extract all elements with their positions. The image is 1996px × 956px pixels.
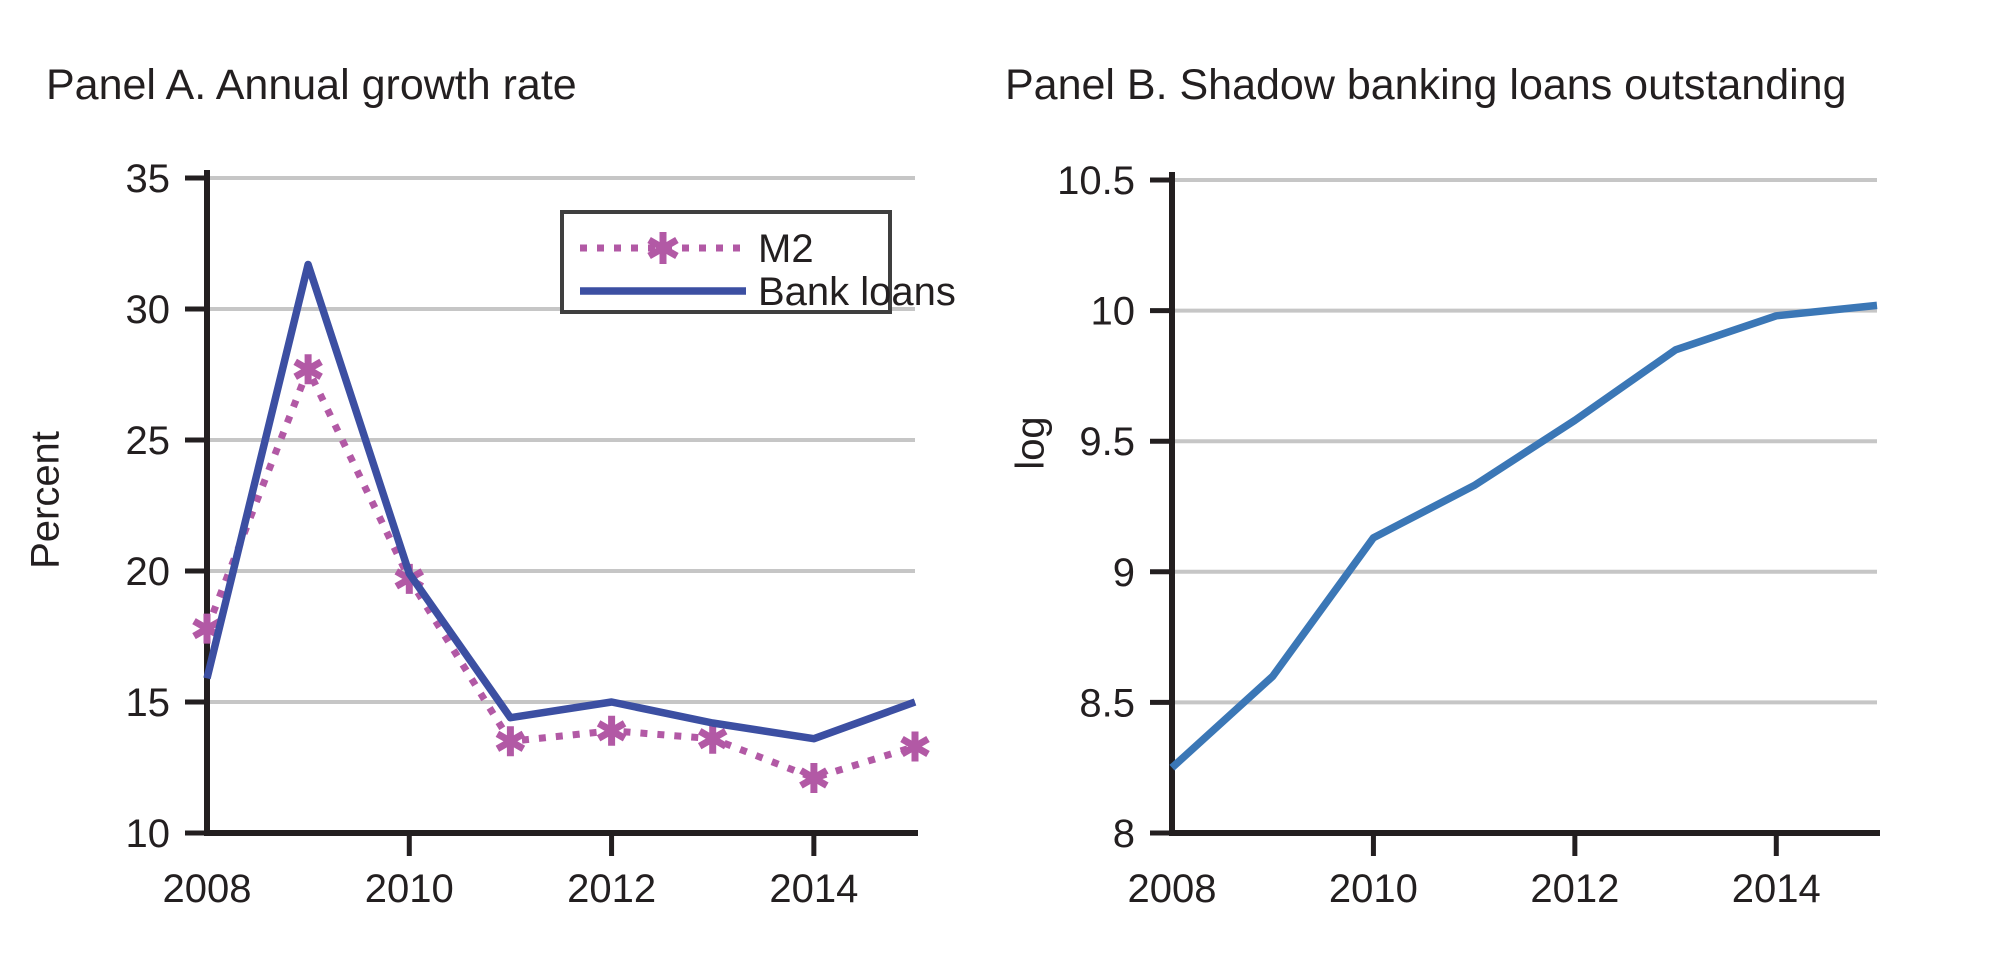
y-tick-label: 9.5 xyxy=(1079,420,1135,464)
x-tick-label: 2012 xyxy=(567,867,656,911)
y-tick-label: 9 xyxy=(1113,551,1135,595)
legend-box xyxy=(560,210,892,314)
x-tick-label: 2012 xyxy=(1530,867,1619,911)
legend-label-bank-loans: Bank loans xyxy=(758,270,956,314)
x-tick-label: 2014 xyxy=(769,867,858,911)
y-tick-label: 8 xyxy=(1113,812,1135,856)
y-tick-label: 8.5 xyxy=(1079,681,1135,725)
series-marker-m2 xyxy=(697,723,728,754)
y-tick-label: 25 xyxy=(126,419,171,463)
legend-label-m2: M2 xyxy=(758,227,814,271)
series-marker-m2 xyxy=(495,726,526,757)
series-line-shadow-banking-loans-outstanding xyxy=(1169,301,1878,771)
series-marker-m2 xyxy=(293,354,323,385)
x-tick-label: 2014 xyxy=(1732,867,1821,911)
panel-b-plot-area: 8 8.5 9 9.5 10 10.5 2008 2010 2012 2014 xyxy=(1057,159,1880,911)
series-marker-m2 xyxy=(799,763,829,793)
series-line-m2 xyxy=(203,365,917,782)
panel-b-title: Panel B. Shadow banking loans outstandin… xyxy=(1005,61,1847,109)
x-tick-label: 2010 xyxy=(1329,867,1418,911)
y-tick-label: 15 xyxy=(126,681,171,725)
series-line-bank-loans xyxy=(203,260,917,743)
y-tick-label: 35 xyxy=(126,157,171,201)
y-tick-label: 20 xyxy=(126,550,171,594)
x-tick-label: 2008 xyxy=(163,867,252,911)
panel-a-title: Panel A. Annual growth rate xyxy=(46,61,577,109)
y-tick-label: 10 xyxy=(1091,290,1136,334)
x-tick-label: 2008 xyxy=(1128,867,1217,911)
y-tick-label: 10 xyxy=(126,812,171,856)
series-marker-m2 xyxy=(900,731,930,762)
y-tick-label: 10.5 xyxy=(1057,159,1135,203)
legend-marker-m2 xyxy=(647,232,679,264)
y-tick-label: 30 xyxy=(126,288,171,332)
series-marker-m2 xyxy=(596,715,627,746)
x-tick-label: 2010 xyxy=(365,867,454,911)
